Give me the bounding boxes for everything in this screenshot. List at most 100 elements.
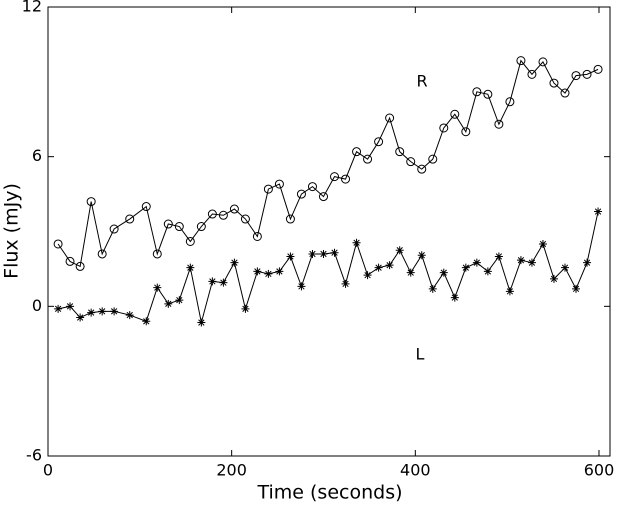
point [516, 56, 526, 66]
point [483, 267, 492, 276]
point [374, 263, 383, 272]
point [153, 283, 162, 292]
annotation: L [416, 345, 425, 364]
point [98, 307, 107, 316]
point [75, 261, 85, 271]
point [560, 88, 570, 98]
point [341, 174, 351, 184]
point [185, 236, 195, 246]
series-line [57, 211, 599, 323]
point [461, 263, 470, 272]
x-tick-label: 600 [584, 461, 615, 480]
point [494, 119, 504, 129]
point [341, 279, 350, 288]
point [152, 249, 162, 259]
point [186, 263, 195, 272]
point [516, 256, 525, 265]
point [561, 263, 570, 272]
point [197, 318, 206, 327]
point [54, 304, 63, 313]
point [65, 256, 75, 266]
point [406, 268, 415, 277]
point [527, 258, 536, 267]
point [263, 184, 273, 194]
point [318, 192, 328, 202]
point [505, 97, 515, 107]
x-axis-label: Time (seconds) [256, 482, 402, 504]
point [374, 137, 384, 147]
point [428, 284, 437, 293]
point [549, 78, 559, 88]
point [450, 293, 459, 302]
point [385, 113, 395, 123]
point [505, 287, 514, 296]
point [352, 147, 362, 157]
point [395, 246, 404, 255]
point [141, 202, 151, 212]
point [494, 252, 503, 261]
point [527, 69, 537, 79]
point [296, 189, 306, 199]
point [218, 210, 228, 220]
point [230, 258, 239, 267]
point [549, 274, 558, 283]
point [252, 231, 262, 241]
point [274, 179, 284, 189]
point [163, 219, 173, 229]
point [319, 249, 328, 258]
point [97, 249, 107, 259]
point [385, 261, 394, 270]
point [297, 282, 306, 291]
point [219, 278, 228, 287]
point [307, 182, 317, 192]
point [110, 307, 119, 316]
point [125, 311, 134, 320]
point [593, 64, 603, 74]
point [594, 207, 603, 216]
point [109, 224, 119, 234]
point [439, 123, 449, 133]
point [175, 296, 184, 305]
plot-frame [47, 6, 611, 457]
y-tick-label: 6 [32, 146, 42, 165]
point [285, 214, 295, 224]
point [395, 147, 405, 157]
point [583, 258, 592, 267]
y-axis-label: Flux (mJy) [1, 183, 23, 279]
point [53, 239, 63, 249]
point [208, 277, 217, 286]
point [417, 251, 426, 260]
point [125, 214, 135, 224]
point [330, 248, 339, 257]
point [87, 308, 96, 317]
annotation: R [416, 72, 427, 91]
point [538, 57, 548, 67]
point [406, 157, 416, 167]
point [286, 252, 295, 261]
point [66, 302, 75, 311]
x-tick-label: 200 [216, 461, 247, 480]
point [86, 197, 96, 207]
point [308, 249, 317, 258]
point [253, 267, 262, 276]
point [538, 239, 547, 248]
point [472, 258, 481, 267]
point [164, 299, 173, 308]
point [264, 269, 273, 278]
point [439, 268, 448, 277]
point [275, 267, 284, 276]
x-tick-label: 400 [400, 461, 431, 480]
point [240, 214, 250, 224]
point [450, 109, 460, 119]
point [582, 69, 592, 79]
point [472, 87, 482, 97]
series-line [57, 59, 599, 268]
x-tick-label: 0 [43, 461, 53, 480]
point [352, 238, 361, 247]
point [428, 154, 438, 164]
point [241, 304, 250, 313]
point [76, 313, 85, 322]
point [363, 154, 373, 164]
y-tick-label: -6 [26, 446, 42, 465]
